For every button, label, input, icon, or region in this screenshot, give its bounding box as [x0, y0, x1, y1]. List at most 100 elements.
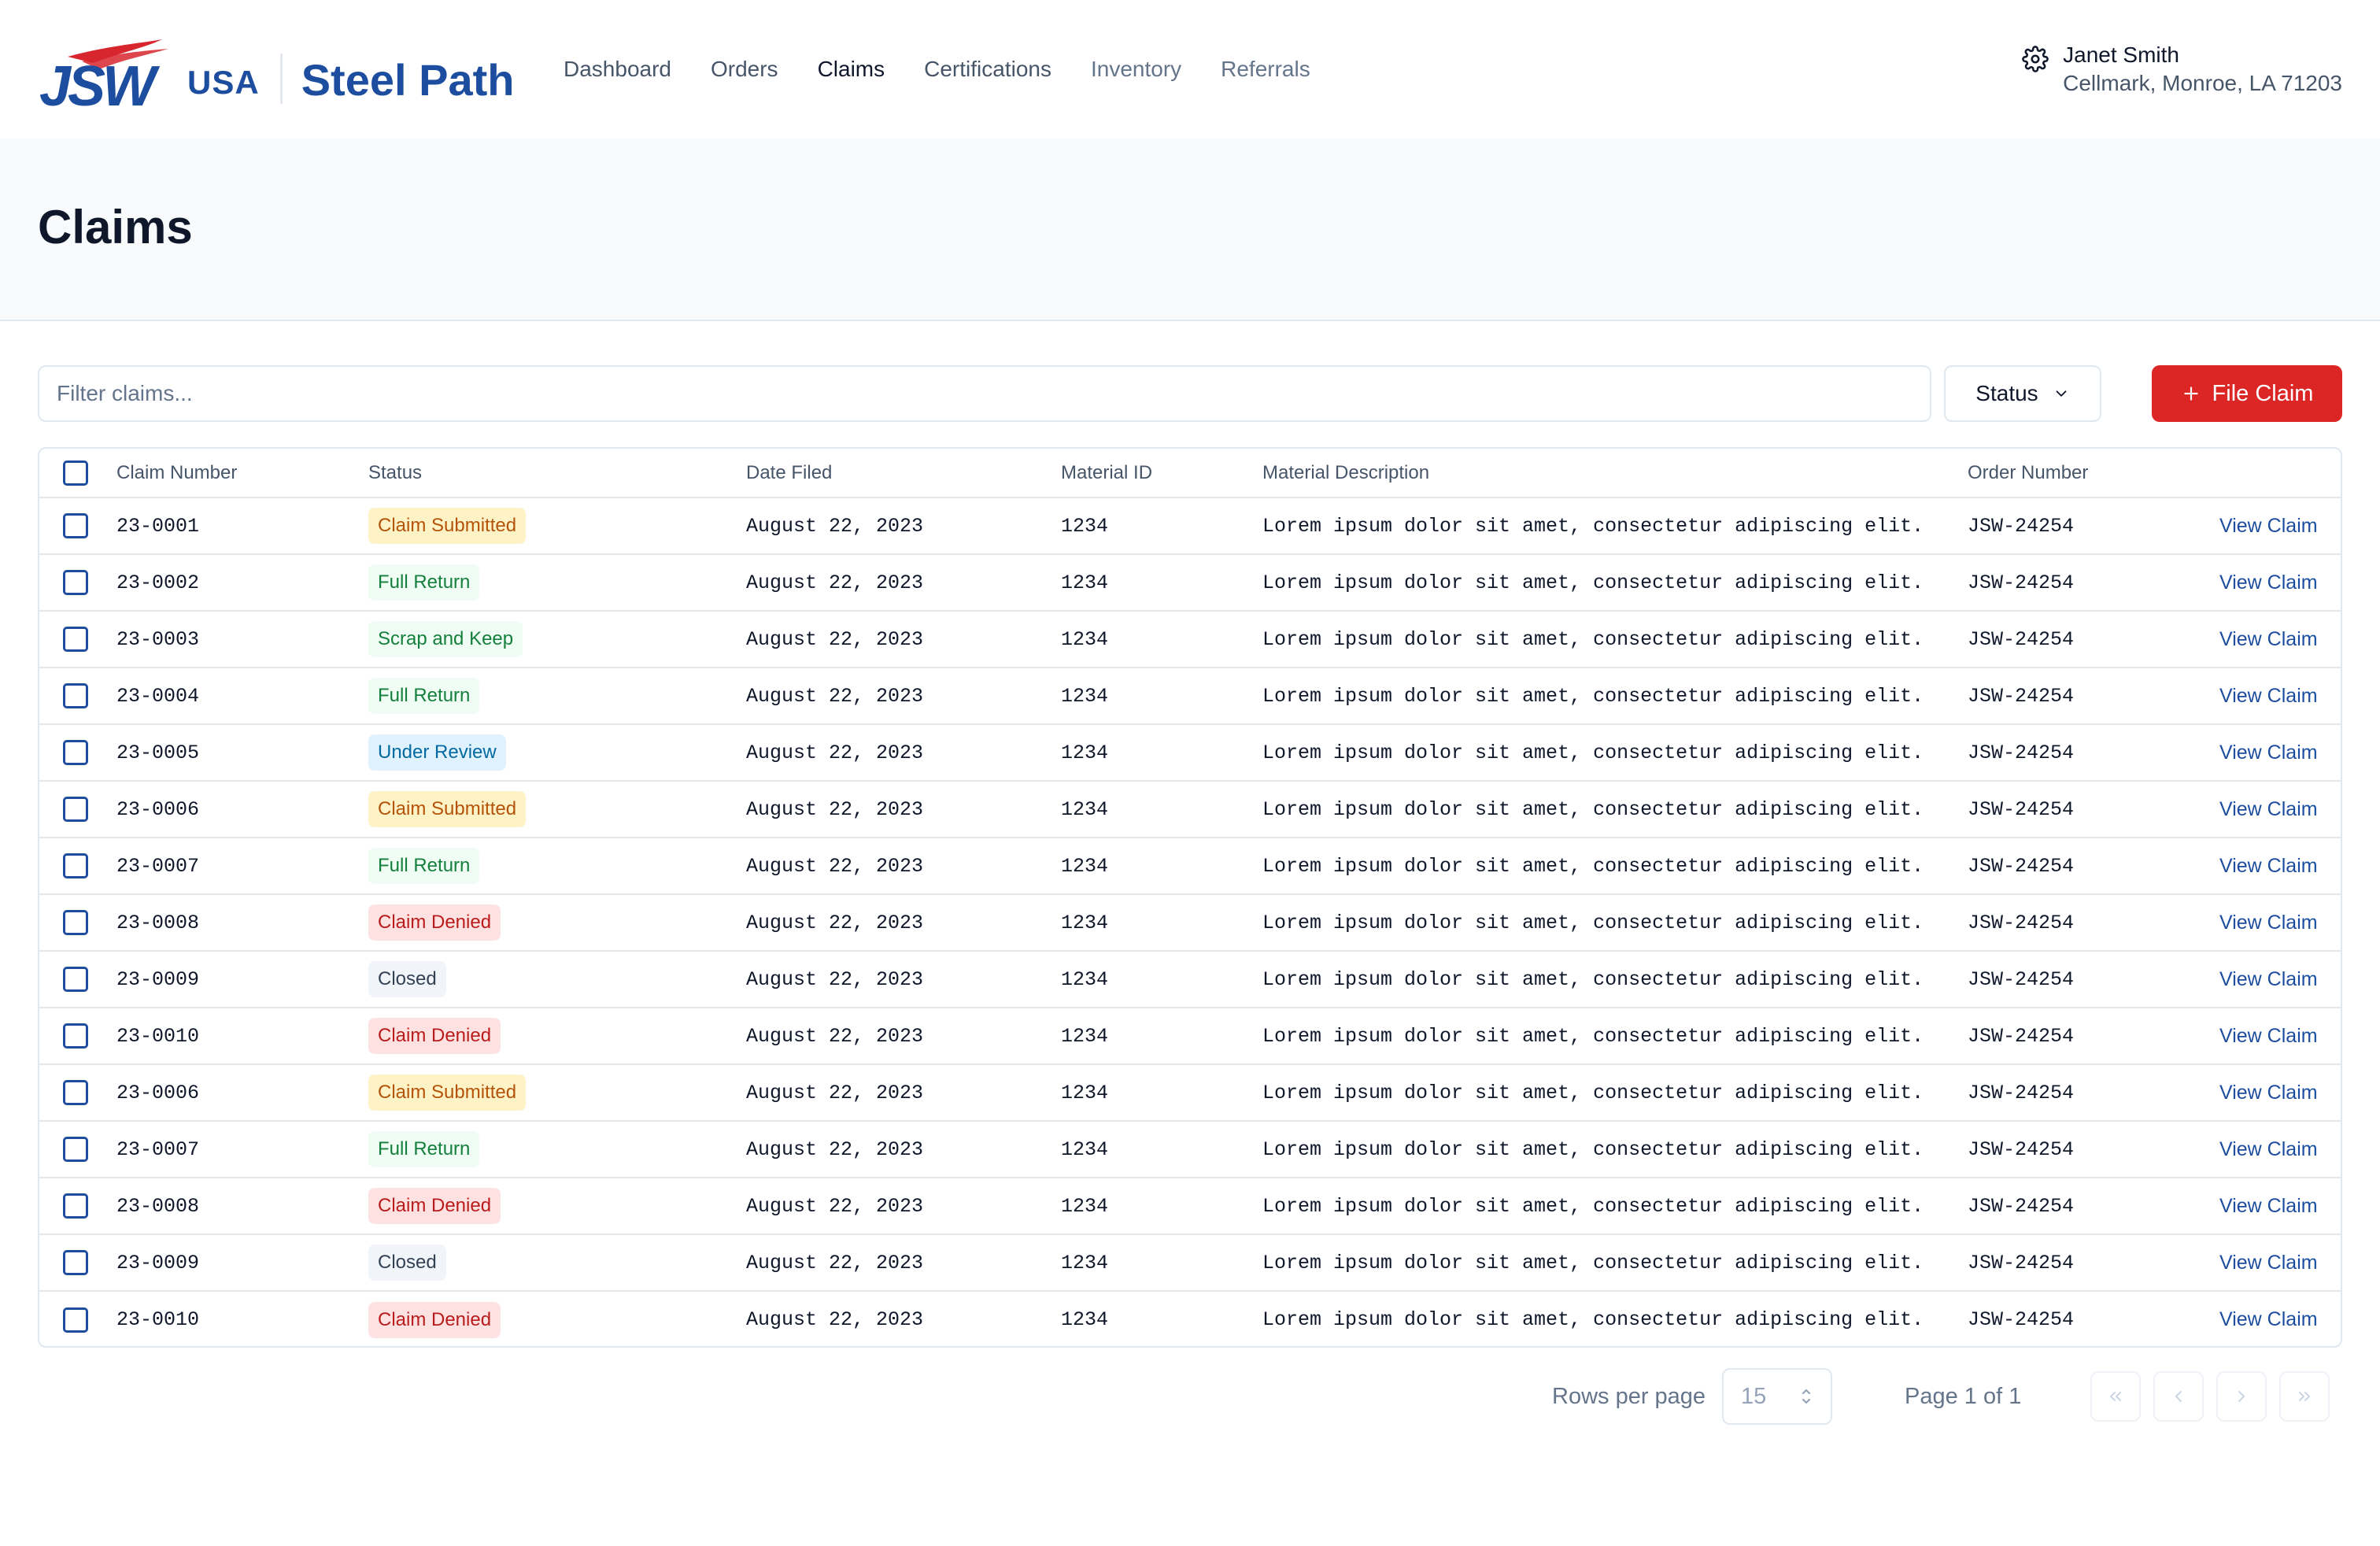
first-page-icon	[2110, 1392, 2121, 1401]
table-row[interactable]: 23-0001 Claim Submitted August 22, 2023 123…	[39, 497, 2341, 554]
nav-referrals[interactable]: Referrals	[1221, 57, 1310, 81]
status-badge: Claim Submitted	[368, 1074, 527, 1111]
status-filter-button[interactable]: Status	[1944, 365, 2101, 422]
material-description: Lorem ipsum dolor sit amet, consectetur …	[1262, 684, 1924, 708]
previous-page-button[interactable]	[2153, 1371, 2204, 1422]
row-checkbox[interactable]	[63, 740, 88, 765]
status-badge: Claim Denied	[368, 904, 501, 941]
row-checkbox[interactable]	[63, 853, 88, 878]
claim-number: 23-0004	[116, 684, 200, 708]
row-checkbox[interactable]	[63, 1137, 88, 1162]
column-header-status[interactable]: Status	[368, 461, 423, 483]
material-description: Lorem ipsum dolor sit amet, consectetur …	[1262, 1024, 1924, 1048]
gear-icon[interactable]	[2022, 46, 2049, 72]
file-claim-button[interactable]: File Claim	[2152, 365, 2342, 422]
column-header-material-description[interactable]: Material Description	[1262, 461, 1430, 483]
row-checkbox[interactable]	[63, 627, 88, 652]
next-page-button[interactable]	[2216, 1371, 2267, 1422]
column-header-claim-number[interactable]: Claim Number	[116, 461, 238, 483]
row-checkbox[interactable]	[63, 683, 88, 708]
row-checkbox[interactable]	[63, 513, 88, 538]
view-claim-link[interactable]: View Claim	[2219, 911, 2318, 934]
view-claim-link[interactable]: View Claim	[2219, 797, 2318, 820]
row-checkbox[interactable]	[63, 797, 88, 822]
status-badge: Claim Submitted	[368, 508, 527, 544]
claim-number: 23-0009	[116, 1251, 200, 1274]
page-indicator: Page 1 of 1	[1905, 1384, 2022, 1409]
table-row[interactable]: 23-0005 Under Review August 22, 2023 1234 Lo…	[39, 724, 2341, 781]
status-badge: Full Return	[368, 848, 480, 884]
row-checkbox[interactable]	[63, 570, 88, 595]
status-badge: Claim Submitted	[368, 791, 527, 827]
nav-claims[interactable]: Claims	[817, 57, 885, 81]
row-checkbox[interactable]	[63, 967, 88, 992]
status-badge: Claim Denied	[368, 1188, 501, 1224]
view-claim-link[interactable]: View Claim	[2219, 1137, 2318, 1160]
nav-certifications[interactable]: Certifications	[924, 57, 1051, 81]
claim-number: 23-0002	[116, 571, 200, 594]
view-claim-link[interactable]: View Claim	[2219, 967, 2318, 990]
material-id: 1234	[1061, 1137, 1109, 1161]
material-description: Lorem ipsum dolor sit amet, consectetur …	[1262, 797, 1924, 821]
first-page-button[interactable]	[2090, 1371, 2141, 1422]
view-claim-link[interactable]: View Claim	[2219, 1024, 2318, 1047]
nav-inventory[interactable]: Inventory	[1090, 57, 1182, 81]
column-header-material-id[interactable]: Material ID	[1061, 461, 1153, 483]
table-row[interactable]: 23-0002 Full Return August 22, 2023 1234 Lor…	[39, 554, 2341, 611]
row-checkbox[interactable]	[63, 910, 88, 935]
user-menu[interactable]: Janet Smith Cellmark, Monroe, LA 71203	[2022, 41, 2342, 98]
row-checkbox[interactable]	[63, 1023, 88, 1049]
svg-text:JSW: JSW	[39, 55, 161, 110]
date-filed: August 22, 2023	[746, 1137, 924, 1161]
column-header-order-number[interactable]: Order Number	[1968, 461, 2089, 483]
column-header-date-filed[interactable]: Date Filed	[746, 461, 833, 483]
last-page-button[interactable]	[2279, 1371, 2330, 1422]
view-claim-link[interactable]: View Claim	[2219, 1194, 2318, 1217]
table-row[interactable]: 23-0006 Claim Submitted August 22, 2023 123…	[39, 1064, 2341, 1121]
filter-claims-input[interactable]	[38, 365, 1931, 422]
row-checkbox[interactable]	[63, 1307, 88, 1333]
table-row[interactable]: 23-0010 Claim Denied August 22, 2023 1234 Lo…	[39, 1291, 2341, 1346]
table-row[interactable]: 23-0009 Closed August 22, 2023 1234 Lorem ip…	[39, 951, 2341, 1008]
view-claim-link[interactable]: View Claim	[2219, 1081, 2318, 1104]
row-checkbox[interactable]	[63, 1250, 88, 1275]
view-claim-link[interactable]: View Claim	[2219, 684, 2318, 707]
table-row[interactable]: 23-0004 Full Return August 22, 2023 1234 Lor…	[39, 668, 2341, 724]
status-badge: Claim Denied	[368, 1018, 501, 1054]
nav-dashboard[interactable]: Dashboard	[564, 57, 671, 81]
status-filter-label: Status	[1975, 381, 2038, 405]
select-all-checkbox[interactable]	[63, 460, 88, 486]
order-number: JSW-24254	[1968, 571, 2075, 594]
view-claim-link[interactable]: View Claim	[2219, 1308, 2318, 1330]
jsw-logo: JSW	[36, 38, 184, 110]
claim-number: 23-0003	[116, 627, 200, 651]
view-claim-link[interactable]: View Claim	[2219, 571, 2318, 594]
material-description: Lorem ipsum dolor sit amet, consectetur …	[1262, 1251, 1924, 1274]
status-badge: Closed	[368, 1245, 446, 1281]
table-row[interactable]: 23-0003 Scrap and Keep August 22, 2023 1234…	[39, 611, 2341, 668]
table-row[interactable]: 23-0009 Closed August 22, 2023 1234 Lorem ip…	[39, 1234, 2341, 1291]
date-filed: August 22, 2023	[746, 1081, 924, 1104]
row-checkbox[interactable]	[63, 1080, 88, 1105]
rows-per-page-label: Rows per page	[1552, 1384, 1706, 1409]
table-row[interactable]: 23-0010 Claim Denied August 22, 2023 1234 Lo…	[39, 1008, 2341, 1064]
table-row[interactable]: 23-0006 Claim Submitted August 22, 2023 123…	[39, 781, 2341, 838]
nav-orders[interactable]: Orders	[710, 57, 778, 81]
view-claim-link[interactable]: View Claim	[2219, 627, 2318, 650]
view-claim-link[interactable]: View Claim	[2219, 514, 2318, 537]
order-number: JSW-24254	[1968, 627, 2075, 651]
material-description: Lorem ipsum dolor sit amet, consectetur …	[1262, 967, 1924, 991]
table-row[interactable]: 23-0008 Claim Denied August 22, 2023 1234 Lo…	[39, 1178, 2341, 1234]
order-number: JSW-24254	[1968, 967, 2075, 991]
view-claim-link[interactable]: View Claim	[2219, 854, 2318, 877]
logo-region: USA	[187, 64, 260, 101]
brand[interactable]: JSW USA Steel Path	[36, 38, 514, 110]
table-row[interactable]: 23-0007 Full Return August 22, 2023 1234 Lor…	[39, 838, 2341, 894]
material-description: Lorem ipsum dolor sit amet, consectetur …	[1262, 627, 1924, 651]
rows-per-page-select[interactable]: 15	[1722, 1368, 1832, 1425]
row-checkbox[interactable]	[63, 1193, 88, 1219]
table-row[interactable]: 23-0007 Full Return August 22, 2023 1234 Lor…	[39, 1121, 2341, 1178]
view-claim-link[interactable]: View Claim	[2219, 741, 2318, 764]
table-row[interactable]: 23-0008 Claim Denied August 22, 2023 1234 Lo…	[39, 894, 2341, 951]
view-claim-link[interactable]: View Claim	[2219, 1251, 2318, 1274]
